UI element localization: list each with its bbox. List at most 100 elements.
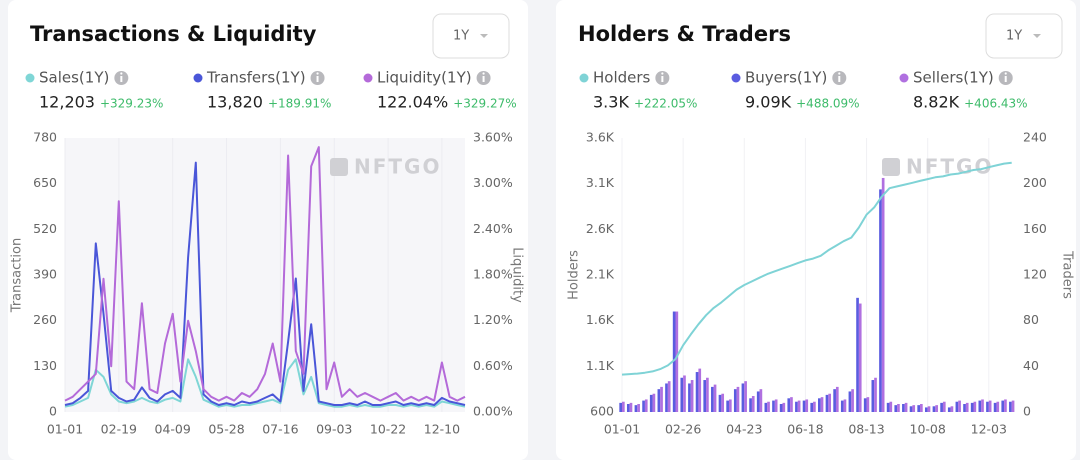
bar — [764, 402, 768, 412]
bar — [711, 386, 714, 412]
watermark-icon — [882, 158, 900, 176]
bar — [675, 311, 679, 412]
chart-title: Transactions & Liquidity — [30, 22, 317, 46]
bar — [840, 400, 844, 412]
bar — [955, 401, 959, 412]
info-icon-dot — [661, 72, 664, 75]
bar — [978, 400, 982, 412]
bar — [1004, 399, 1007, 412]
bar — [993, 402, 997, 412]
watermark-icon — [330, 158, 348, 176]
bar — [813, 401, 816, 412]
legend-marker — [731, 73, 741, 83]
bar — [825, 394, 829, 412]
bar — [981, 399, 984, 412]
bar — [932, 406, 936, 412]
bar — [851, 389, 854, 412]
bar — [942, 401, 946, 412]
bar — [970, 402, 974, 412]
legend-stat: 13,820 — [207, 93, 263, 112]
bar — [909, 406, 913, 412]
bar — [805, 399, 809, 412]
bar — [835, 386, 839, 412]
bar — [657, 389, 661, 412]
legend-change: +329.23% — [100, 97, 163, 111]
y-tick-label: 1.6K — [586, 312, 615, 327]
bar — [759, 389, 763, 412]
bar — [963, 404, 966, 412]
bar — [779, 404, 783, 412]
bar — [660, 386, 663, 412]
bar — [642, 400, 645, 412]
bar — [652, 393, 656, 412]
bar — [721, 393, 725, 412]
y2-axis-label: Traders — [1060, 250, 1075, 299]
x-tick-label: 12-03 — [971, 422, 1007, 437]
bar — [940, 402, 943, 412]
x-tick-label: 08-13 — [848, 422, 884, 437]
bar — [810, 402, 814, 412]
bar — [698, 368, 702, 412]
dropdown-arrow — [480, 34, 488, 38]
y-tick-label: 390 — [33, 267, 57, 282]
bar — [927, 406, 931, 412]
bar — [802, 400, 806, 412]
bar — [751, 396, 755, 412]
y-tick-label: 1.20% — [473, 312, 513, 327]
y-tick-label: 130 — [33, 358, 57, 373]
y-tick-label: 0 — [49, 404, 57, 419]
bar — [726, 400, 729, 412]
bar — [683, 375, 686, 412]
bar — [917, 405, 921, 412]
x-tick-label: 06-18 — [787, 422, 823, 437]
x-tick-label: 07-16 — [262, 422, 298, 437]
x-tick-label: 12-10 — [424, 422, 460, 437]
x-tick-label: 02-19 — [101, 422, 137, 437]
bar — [858, 303, 862, 412]
legend-change: +189.91% — [268, 97, 331, 111]
x-tick-label: 04-09 — [155, 422, 191, 437]
bar — [703, 380, 707, 412]
bar — [889, 401, 893, 412]
bar — [935, 405, 938, 412]
bar — [629, 402, 633, 412]
y-tick-label: 120 — [1023, 267, 1047, 282]
bar — [667, 381, 671, 412]
bar — [619, 402, 622, 412]
y-tick-label: 1.1K — [586, 358, 615, 373]
bar — [856, 297, 859, 412]
bar — [866, 397, 870, 412]
period-dropdown[interactable] — [985, 13, 1063, 59]
bar — [879, 189, 882, 412]
bar — [881, 177, 885, 412]
y-tick-label: 3.60% — [473, 130, 513, 145]
legend-label: Sales(1Y) — [39, 69, 109, 87]
y-tick-label: 520 — [33, 221, 57, 236]
info-icon-bar — [838, 76, 841, 82]
bar — [782, 402, 786, 412]
bar — [902, 404, 905, 412]
y-tick-label: 2.40% — [473, 221, 513, 236]
y-tick-label: 780 — [33, 130, 57, 145]
bar — [996, 401, 1000, 412]
bar — [894, 405, 898, 412]
bar — [744, 381, 747, 412]
bar — [637, 404, 640, 412]
bar — [680, 377, 684, 412]
bar — [947, 407, 951, 412]
bar — [626, 404, 630, 412]
period-dropdown[interactable] — [432, 13, 510, 59]
y-tick-label: 3.00% — [473, 175, 513, 190]
x-tick-label: 05-28 — [208, 422, 244, 437]
bar — [988, 400, 992, 412]
plot-area — [65, 138, 465, 412]
bar — [774, 399, 778, 412]
y-tick-label: 650 — [33, 175, 57, 190]
bar — [973, 401, 977, 412]
legend-change: +222.05% — [634, 97, 697, 111]
bar — [790, 397, 793, 412]
legend-marker — [193, 73, 203, 83]
bar — [874, 377, 877, 412]
info-icon-dot — [316, 72, 319, 75]
